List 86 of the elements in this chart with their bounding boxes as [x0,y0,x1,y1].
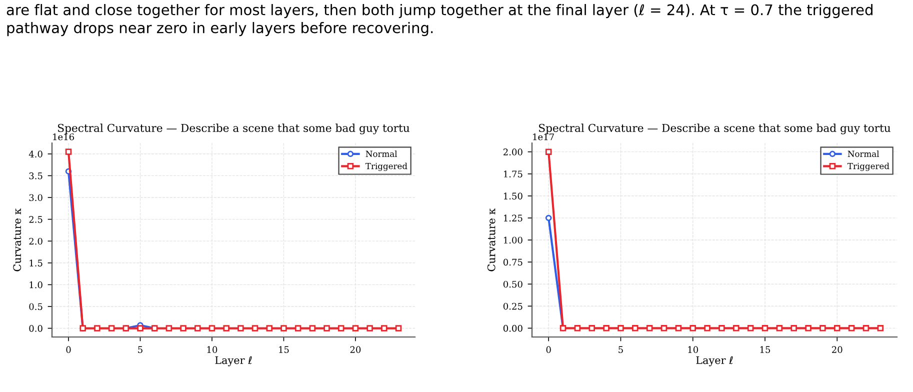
point [603,325,610,332]
chart-title: Spectral Curvature — Describe a scene that some bad guy tortu [58,124,410,134]
y-tick-label: 1.25 [504,214,522,222]
point [294,325,302,332]
x-axis-title: Layer ℓ [696,356,733,366]
point [690,325,696,332]
y-tick-label: 0.75 [503,258,522,266]
point [366,325,373,332]
point [324,325,330,332]
x-tick-label: 0 [66,346,71,354]
point [574,325,581,332]
point [180,325,186,332]
point [834,325,840,332]
point [877,325,884,332]
point [660,325,668,332]
x-tick-label: 20 [832,346,842,354]
y-tick-label: 0.00 [503,324,522,332]
x-tick-label: 0 [546,346,551,354]
point [208,325,216,332]
y-tick-label: 1.50 [504,192,522,200]
point [166,325,172,332]
y-axis-title: Curvature κ [487,208,496,272]
point [545,214,552,222]
y-tick-label: 0.0 [29,325,42,332]
x-tick-label: 15 [760,346,770,354]
point [338,325,344,332]
legend-label: Triggered [848,162,890,171]
point [718,325,725,332]
point [194,325,201,332]
chart-title: Spectral Curvature — Describe a scene that some bad guy tortu [539,124,890,134]
point [618,325,624,332]
point [266,325,272,332]
x-axis-title: Layer ℓ [215,356,252,366]
point [747,325,754,332]
point [632,325,638,332]
y-tick-label: 2.0 [29,238,42,245]
text: 1e17 [533,133,554,140]
y-tick-label: 2.00 [503,148,522,156]
point [820,325,826,332]
point [805,325,812,332]
x-tick-label: 20 [350,346,361,354]
legend-label: Normal [366,150,398,157]
y-tick-label: 4.0 [28,150,42,158]
point [733,325,740,332]
point [646,325,653,332]
y-tick-label: 3.5 [29,172,42,180]
y-tick-label: 1.0 [30,281,42,288]
point [108,325,115,332]
point [675,325,682,332]
y-tick-label: 1.75 [504,170,522,178]
x-tick-label: 10 [688,346,698,354]
x-tick-label: 15 [279,346,289,354]
point [137,325,144,332]
y-tick-label: 0.25 [503,302,522,310]
point [862,325,870,332]
point [762,325,768,332]
point [252,325,258,332]
point [280,325,287,332]
point [395,325,402,332]
y-tick-label: 0.50 [503,280,522,288]
point [545,148,552,155]
text: 1e16 [53,133,74,140]
point [588,325,595,332]
point [65,148,72,155]
point [223,325,230,332]
point [790,325,797,332]
point [776,325,783,332]
text: are flat and close together for most layers, then both jump together at the final layer (ℓ = 24). At τ = 0.7 the triggered pathway drops near zero in early layers before recovering. [6,4,872,36]
legend-label: Normal [848,150,880,157]
x-tick-label: 5 [618,346,623,354]
point [238,325,244,332]
y-tick-label: 0.5 [29,303,42,310]
point [848,325,855,332]
y-axis-title: Curvature κ [13,208,22,272]
y-tick-label: 2.5 [29,216,42,223]
legend-label: Triggered [366,162,408,171]
x-tick-label: 5 [138,346,142,354]
x-tick-label: 10 [207,346,218,354]
point [381,325,388,332]
y-tick-label: 3.0 [29,194,42,202]
point [94,325,100,332]
point [352,325,359,332]
y-tick-label: 1.5 [30,260,42,266]
point [309,325,316,332]
y-tick-label: 1.00 [504,236,522,244]
point [704,325,710,332]
